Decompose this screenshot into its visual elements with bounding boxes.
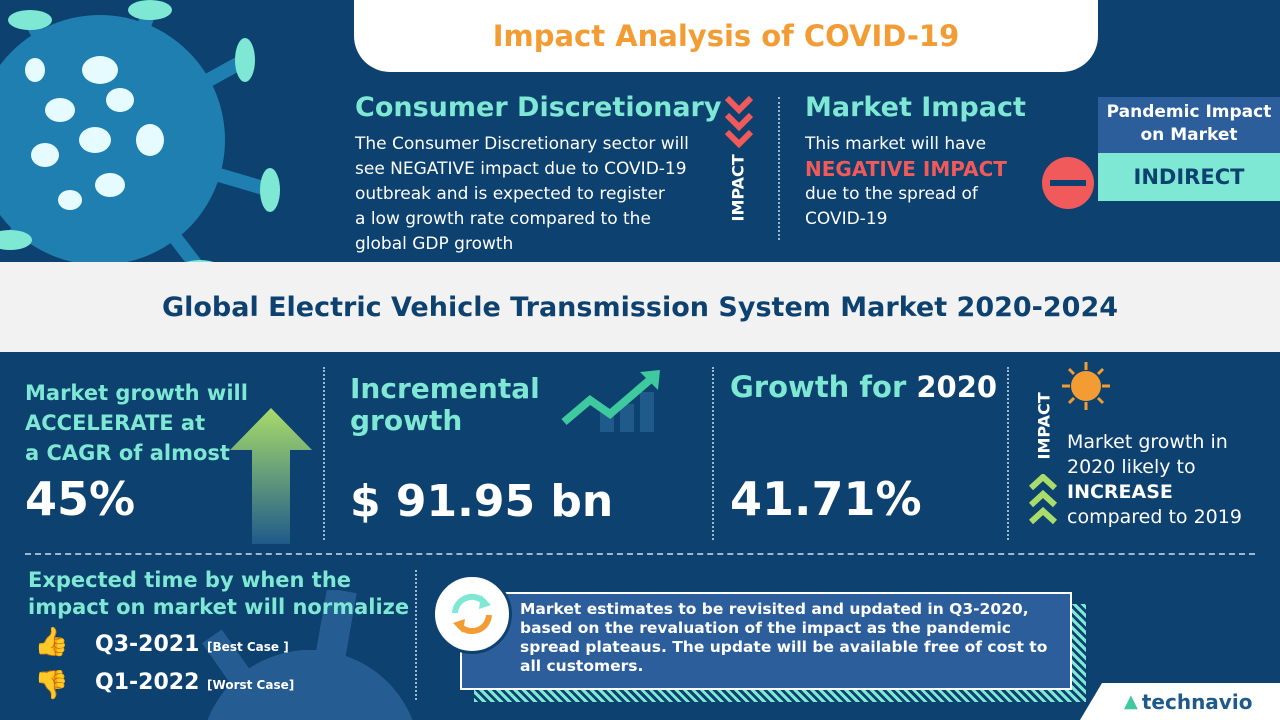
pandemic-value: INDIRECT xyxy=(1098,153,1280,201)
cagr-label: Market growth will ACCELERATE at a CAGR of… xyxy=(25,381,248,465)
impact-label: IMPACT xyxy=(728,154,748,222)
virus-illustration xyxy=(0,0,280,292)
chevron-up-icon xyxy=(1028,474,1058,525)
incremental-label: Incremental growth xyxy=(350,372,540,437)
technavio-logo: ▲ technavio xyxy=(1080,683,1280,720)
growth-chart-icon xyxy=(561,370,660,432)
sector-title: Consumer Discretionary xyxy=(355,92,722,123)
worst-case: Q1-2022 [Worst Case] xyxy=(95,670,295,695)
arrow-up-icon xyxy=(230,408,312,544)
minus-icon xyxy=(1042,157,1094,209)
virus-silhouette xyxy=(202,590,413,720)
divider xyxy=(1007,367,1009,540)
main-title: Global Electric Vehicle Transmission Sys… xyxy=(0,262,1280,352)
normalize-label: Expected time by when the impact on marke… xyxy=(28,568,410,619)
market-impact-title: Market Impact xyxy=(805,92,1026,123)
divider xyxy=(415,570,417,700)
divider xyxy=(712,367,714,540)
growth-2020-value: 41.71% xyxy=(730,472,922,526)
refresh-icon xyxy=(432,574,512,654)
divider xyxy=(323,367,325,540)
impact-label: IMPACT xyxy=(1034,392,1054,460)
thumbs-down-icon: 👎 xyxy=(34,668,69,701)
update-note: Market estimates to be revisited and upd… xyxy=(460,592,1072,690)
incremental-value: $ 91.95 bn xyxy=(350,476,614,527)
chevron-down-icon xyxy=(724,95,754,149)
impact-2020-text: Market growth in 2020 likely to INCREASE co… xyxy=(1067,431,1242,528)
growth-2020-label: Growth for 2020 xyxy=(730,370,998,404)
thumbs-up-icon: 👍 xyxy=(34,625,69,658)
market-impact-text: This market will have NEGATIVE IMPACT due … xyxy=(805,134,1007,229)
best-case: Q3-2021 [Best Case ] xyxy=(95,632,289,657)
header-title: Impact Analysis of COVID-19 xyxy=(354,0,1098,72)
sector-description: The Consumer Discretionary sector will se… xyxy=(355,134,689,254)
pandemic-label: Pandemic Impact on Market xyxy=(1098,97,1280,153)
sun-icon xyxy=(1062,362,1110,410)
divider xyxy=(778,97,780,240)
cagr-value: 45% xyxy=(25,472,136,526)
section-divider xyxy=(25,553,1255,555)
